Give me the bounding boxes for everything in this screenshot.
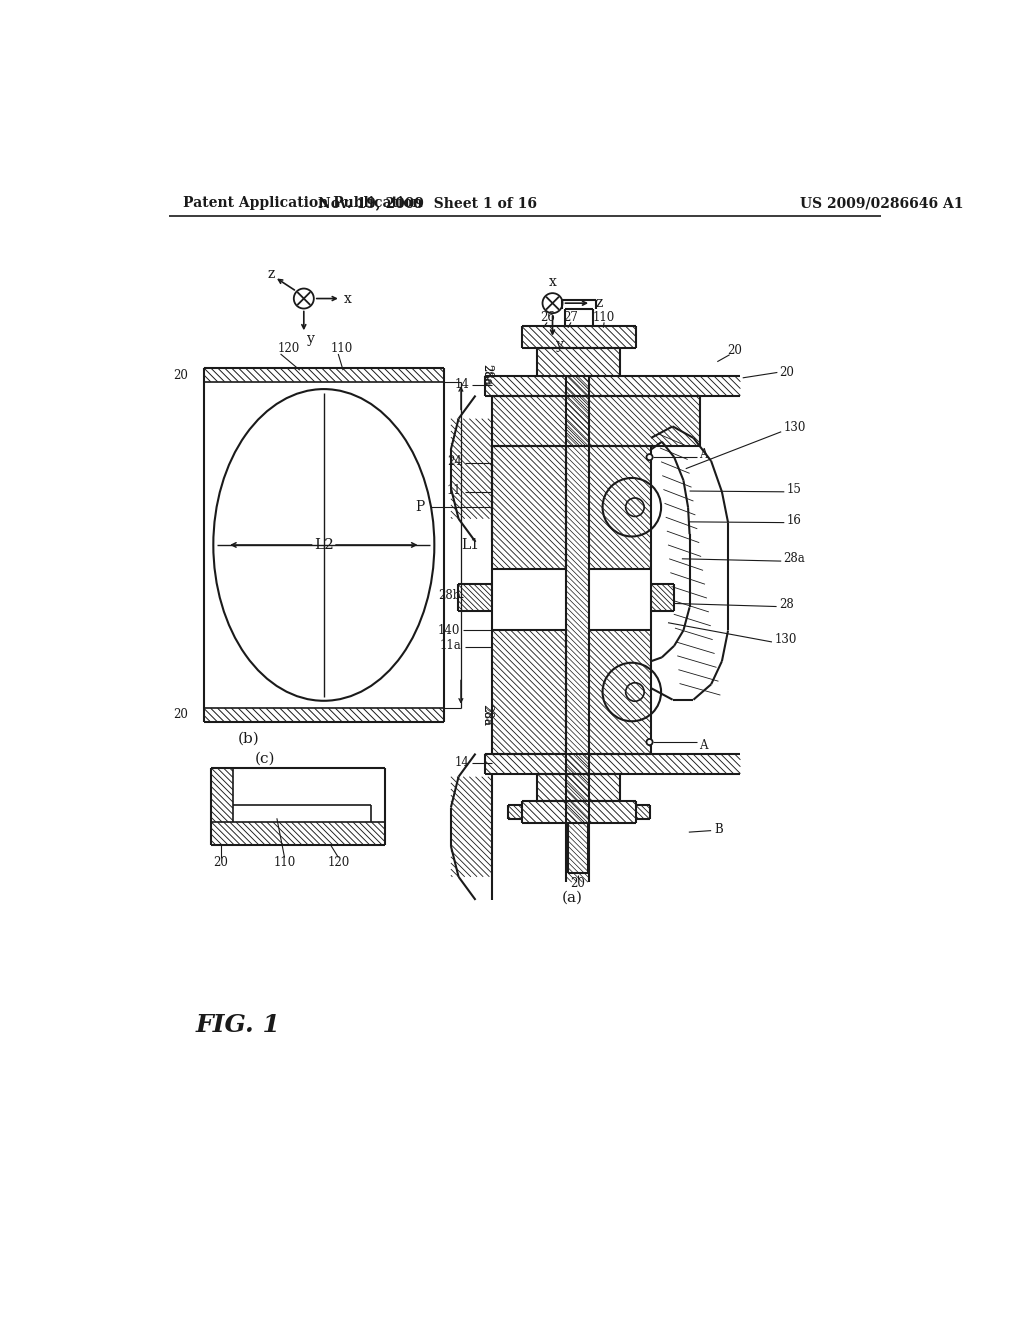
Text: 16: 16 — [786, 513, 802, 527]
Text: 110: 110 — [593, 312, 615, 325]
Circle shape — [646, 454, 652, 461]
Text: 14: 14 — [455, 379, 469, 391]
Text: 130: 130 — [783, 421, 806, 434]
Text: 20: 20 — [173, 370, 188, 381]
Text: 26: 26 — [540, 312, 555, 325]
Text: FIG. 1: FIG. 1 — [196, 1012, 281, 1036]
Text: 20: 20 — [779, 366, 794, 379]
Text: US 2009/0286646 A1: US 2009/0286646 A1 — [801, 197, 964, 210]
Text: (c): (c) — [255, 752, 275, 766]
Text: L2: L2 — [314, 539, 334, 552]
Text: A: A — [698, 739, 708, 751]
Text: 110: 110 — [273, 855, 296, 869]
Text: 20: 20 — [570, 878, 586, 890]
Text: B: B — [714, 822, 723, 836]
Text: 15: 15 — [786, 483, 802, 496]
Text: 28a: 28a — [481, 364, 492, 385]
Text: 20: 20 — [213, 855, 228, 869]
Text: Nov. 19, 2009  Sheet 1 of 16: Nov. 19, 2009 Sheet 1 of 16 — [317, 197, 537, 210]
Text: L1: L1 — [461, 539, 479, 552]
Text: y: y — [555, 338, 563, 351]
Text: 20: 20 — [173, 708, 188, 721]
Text: 28a: 28a — [481, 705, 492, 726]
Text: 11: 11 — [446, 483, 462, 496]
Text: z: z — [267, 267, 274, 281]
Text: A: A — [698, 447, 708, 461]
Text: y: y — [307, 333, 314, 346]
Text: Patent Application Publication: Patent Application Publication — [183, 197, 423, 210]
Text: (b): (b) — [238, 733, 259, 746]
Text: (a): (a) — [562, 891, 583, 904]
Text: 28a: 28a — [480, 705, 493, 726]
Text: z: z — [595, 296, 602, 310]
Text: 28a: 28a — [480, 364, 493, 385]
Text: x: x — [344, 292, 351, 305]
Text: 110: 110 — [331, 342, 353, 355]
Text: 14: 14 — [455, 756, 469, 770]
Text: 120: 120 — [278, 342, 299, 355]
Circle shape — [646, 739, 652, 744]
Text: 28b: 28b — [437, 589, 460, 602]
Text: 20: 20 — [728, 345, 742, 358]
Text: 28a: 28a — [783, 552, 805, 565]
Text: 24: 24 — [446, 454, 462, 467]
Text: 130: 130 — [774, 634, 797, 647]
Text: P: P — [416, 500, 425, 515]
Text: 140: 140 — [437, 624, 460, 638]
Text: 120: 120 — [328, 855, 349, 869]
Text: 27: 27 — [563, 312, 579, 325]
Text: 11a: 11a — [440, 639, 462, 652]
Text: 28: 28 — [779, 598, 794, 611]
Text: x: x — [549, 275, 556, 289]
